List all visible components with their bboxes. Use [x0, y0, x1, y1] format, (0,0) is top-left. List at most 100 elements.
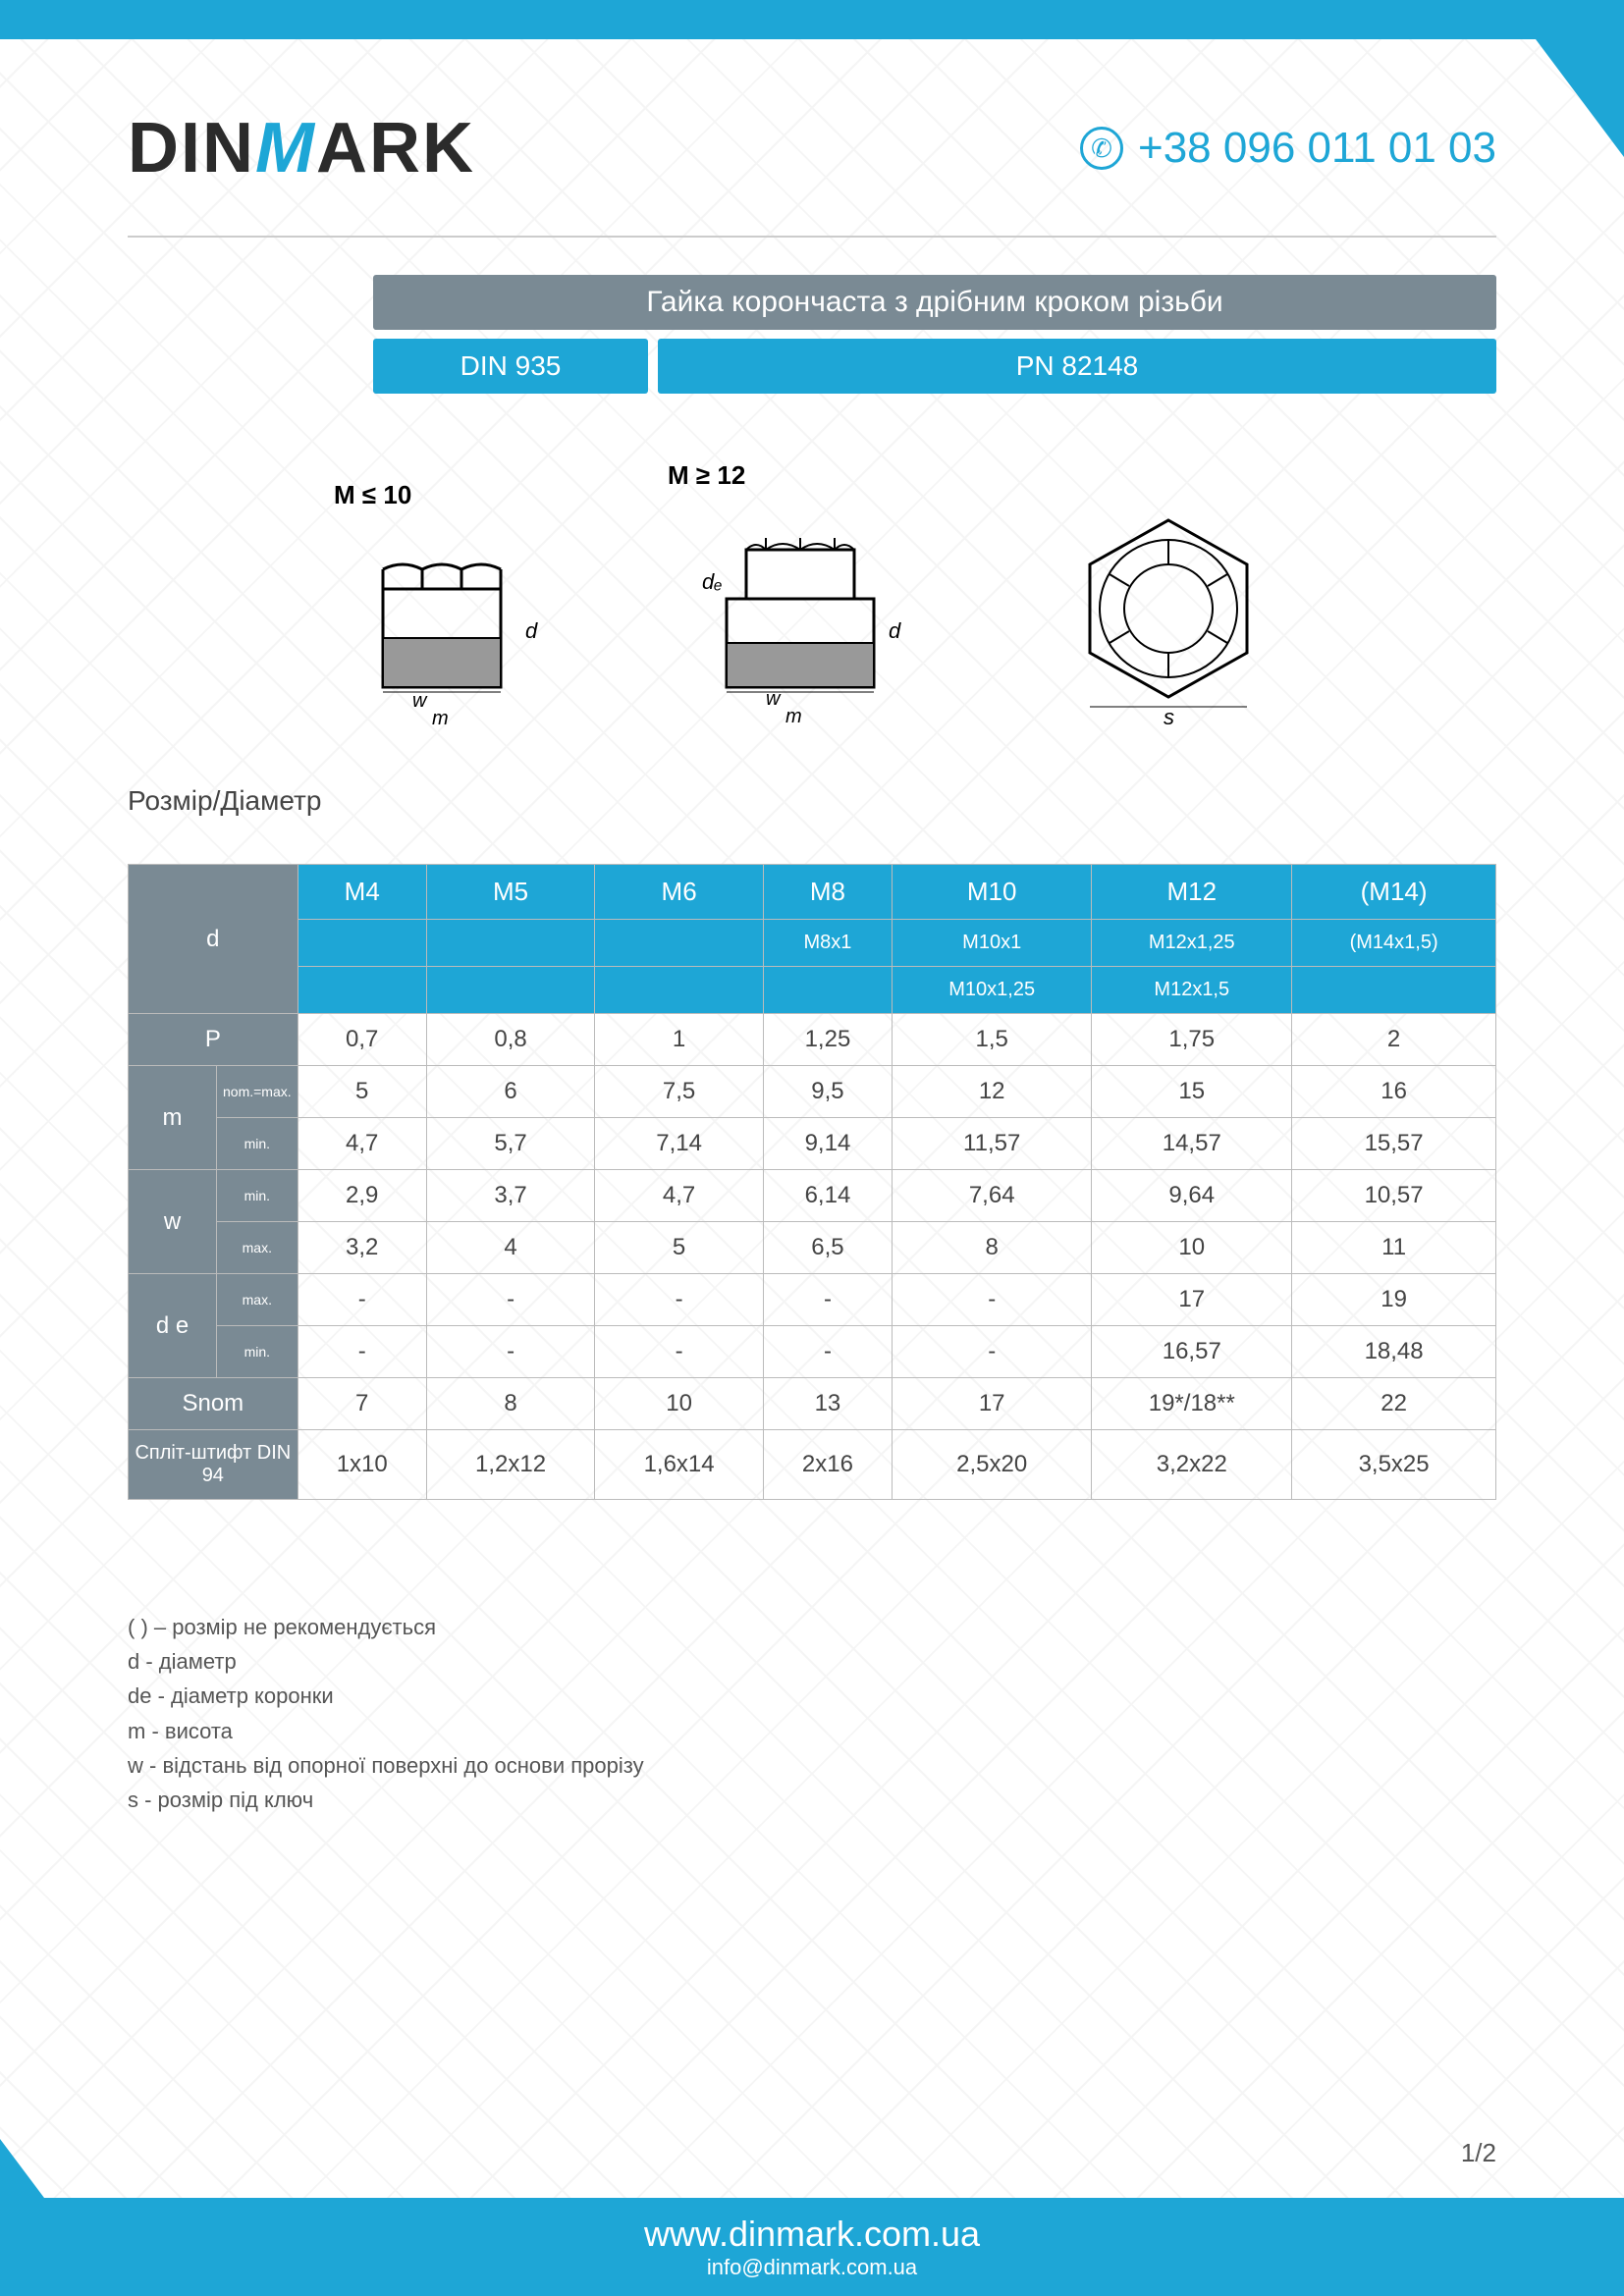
cell: - — [893, 1274, 1092, 1326]
sub1-5: M12x1,25 — [1092, 920, 1292, 967]
top-accent-bar — [0, 0, 1624, 39]
cell: 8 — [893, 1222, 1092, 1274]
logo-text-m: M — [255, 109, 316, 187]
cell: 18,48 — [1292, 1326, 1496, 1378]
sub1-0 — [298, 920, 426, 967]
cell: 4,7 — [298, 1118, 426, 1170]
logo: DINMARK — [128, 108, 475, 188]
diagram-label-m12: M ≥ 12 — [668, 460, 923, 491]
cell: 3,2x22 — [1092, 1430, 1292, 1500]
cell: - — [763, 1326, 892, 1378]
footer-url: www.dinmark.com.ua — [644, 2214, 980, 2255]
cell: 0,8 — [426, 1014, 595, 1066]
header: DINMARK ✆ +38 096 011 01 03 — [128, 108, 1496, 188]
table-row: min. - - - - - 16,57 18,48 — [129, 1326, 1496, 1378]
sub2-2 — [595, 967, 764, 1014]
top-corner-triangle — [1506, 0, 1624, 157]
cell: 16,57 — [1092, 1326, 1292, 1378]
cell: 9,64 — [1092, 1170, 1292, 1222]
dim-d2: d — [889, 618, 901, 643]
cell: 7 — [298, 1378, 426, 1430]
cell: 5,7 — [426, 1118, 595, 1170]
diagram-m10: M ≤ 10 d w m — [334, 480, 550, 726]
cell: 19 — [1292, 1274, 1496, 1326]
header-d: d — [129, 865, 298, 1014]
cell: 3,5x25 — [1292, 1430, 1496, 1500]
cell: 22 — [1292, 1378, 1496, 1430]
footer-email: info@dinmark.com.ua — [707, 2255, 917, 2280]
dim-s: s — [1164, 705, 1174, 726]
title-bar: Гайка корончаста з дрібним кроком різьби — [373, 275, 1496, 330]
col-m4: M4 — [298, 865, 426, 920]
legend-line: d - діаметр — [128, 1644, 644, 1679]
diagram-m12: M ≥ 12 dₑ d w m — [668, 460, 923, 726]
cell: 3,2 — [298, 1222, 426, 1274]
legend-line: w - відстань від опорної поверхні до осн… — [128, 1748, 644, 1783]
dim-w2: w — [766, 688, 782, 710]
row-w-sub2: max. — [217, 1222, 298, 1274]
footer: www.dinmark.com.ua info@dinmark.com.ua — [0, 2198, 1624, 2296]
cell: 2x16 — [763, 1430, 892, 1500]
sub2-0 — [298, 967, 426, 1014]
dim-m: m — [432, 708, 449, 726]
cell: 3,7 — [426, 1170, 595, 1222]
standards-row: DIN 935 PN 82148 — [373, 339, 1496, 394]
cell: 9,5 — [763, 1066, 892, 1118]
cell: - — [298, 1326, 426, 1378]
row-m-sub2: min. — [217, 1118, 298, 1170]
col-m14: (M14) — [1292, 865, 1496, 920]
sub2-6 — [1292, 967, 1496, 1014]
standard-din: DIN 935 — [373, 339, 648, 394]
cell: 16 — [1292, 1066, 1496, 1118]
dim-m2: m — [785, 706, 802, 726]
row-splitpin-label: Спліт-штифт DIN 94 — [129, 1430, 298, 1500]
legend-line: ( ) – розмір не рекомендується — [128, 1610, 644, 1644]
col-m10: M10 — [893, 865, 1092, 920]
cell: 1,25 — [763, 1014, 892, 1066]
cell: 15,57 — [1292, 1118, 1496, 1170]
diagram-m10-svg: d w m — [334, 510, 550, 726]
cell: 7,5 — [595, 1066, 764, 1118]
cell: - — [426, 1326, 595, 1378]
cell: 13 — [763, 1378, 892, 1430]
table-row: P 0,7 0,8 1 1,25 1,5 1,75 2 — [129, 1014, 1496, 1066]
sub1-4: M10x1 — [893, 920, 1092, 967]
diagram-label-m10: M ≤ 10 — [334, 480, 550, 510]
cell: 2,5x20 — [893, 1430, 1092, 1500]
cell: - — [426, 1274, 595, 1326]
cell: 8 — [426, 1378, 595, 1430]
sub2-1 — [426, 967, 595, 1014]
cell: 4,7 — [595, 1170, 764, 1222]
phone-number: +38 096 011 01 03 — [1138, 124, 1496, 173]
logo-text-pre: DIN — [128, 109, 255, 187]
cell: 1,5 — [893, 1014, 1092, 1066]
legend-line: m - висота — [128, 1714, 644, 1748]
row-de-sub2: min. — [217, 1326, 298, 1378]
row-p-label: P — [129, 1014, 298, 1066]
cell: 4 — [426, 1222, 595, 1274]
table-row: m nom.=max. 5 6 7,5 9,5 12 15 16 — [129, 1066, 1496, 1118]
sub1-2 — [595, 920, 764, 967]
cell: 1,6x14 — [595, 1430, 764, 1500]
phone-block: ✆ +38 096 011 01 03 — [1080, 124, 1496, 173]
dim-w: w — [412, 690, 428, 712]
diagram-hex: s — [1041, 491, 1296, 726]
cell: 17 — [1092, 1274, 1292, 1326]
row-w-label: w — [129, 1170, 217, 1274]
sub2-3 — [763, 967, 892, 1014]
cell: 7,14 — [595, 1118, 764, 1170]
cell: 1x10 — [298, 1430, 426, 1500]
legend: ( ) – розмір не рекомендується d - діаме… — [128, 1610, 644, 1817]
dim-d: d — [525, 618, 538, 643]
sub1-3: M8x1 — [763, 920, 892, 967]
cell: - — [298, 1274, 426, 1326]
sub1-6: (M14x1,5) — [1292, 920, 1496, 967]
table-subheader-row-2: M10x1,25 M12x1,5 — [129, 967, 1496, 1014]
table-row: Спліт-штифт DIN 94 1x10 1,2x12 1,6x14 2x… — [129, 1430, 1496, 1500]
sub2-4: M10x1,25 — [893, 967, 1092, 1014]
cell: 1,2x12 — [426, 1430, 595, 1500]
row-snom-label: Snom — [129, 1378, 298, 1430]
cell: 9,14 — [763, 1118, 892, 1170]
cell: 10 — [1092, 1222, 1292, 1274]
page: DINMARK ✆ +38 096 011 01 03 Гайка коронч… — [0, 0, 1624, 2296]
